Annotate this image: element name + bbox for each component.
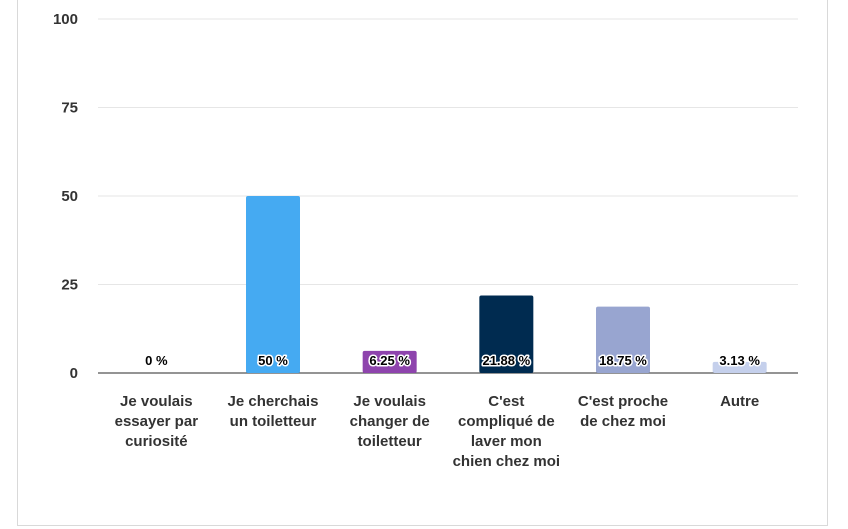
bars xyxy=(129,196,767,373)
bar-value-label: 18.75 % xyxy=(599,353,647,368)
y-axis: 0 25 50 75 100 xyxy=(53,11,78,382)
y-tick-label: 0 xyxy=(70,365,78,382)
bar[interactable] xyxy=(479,295,534,373)
y-tick-label: 100 xyxy=(53,11,78,28)
data-labels: 0 % 50 % 6.25 % 21.88 % 18.75 % 3.13 % xyxy=(144,352,762,370)
bar[interactable] xyxy=(246,196,300,373)
x-category-label: C'est proche de chez moi xyxy=(577,393,669,430)
bar[interactable] xyxy=(596,306,650,373)
x-category-label: C'est compliqué de laver mon chien chez … xyxy=(452,393,561,470)
x-category-label: Autre xyxy=(720,393,760,410)
bar-value-label: 21.88 % xyxy=(482,353,530,368)
chart-frame xyxy=(17,0,828,526)
y-tick-label: 50 xyxy=(61,188,78,205)
gridlines xyxy=(98,18,798,374)
bar[interactable] xyxy=(362,350,417,373)
bar[interactable] xyxy=(712,361,767,373)
y-tick-label: 75 xyxy=(61,100,78,117)
bar-value-label: 6.25 % xyxy=(369,353,410,368)
x-category-label: Je voulais changer de toiletteur xyxy=(349,393,430,450)
bar-value-label: 0 % xyxy=(145,353,168,368)
bar-value-label: 50 % xyxy=(258,353,288,368)
y-tick-label: 25 xyxy=(61,277,78,294)
x-category-label: Je cherchais un toiletteur xyxy=(227,393,319,430)
bar-value-label: 3.13 % xyxy=(719,353,760,368)
x-category-label: Je voulais essayer par curiosité xyxy=(114,393,199,450)
